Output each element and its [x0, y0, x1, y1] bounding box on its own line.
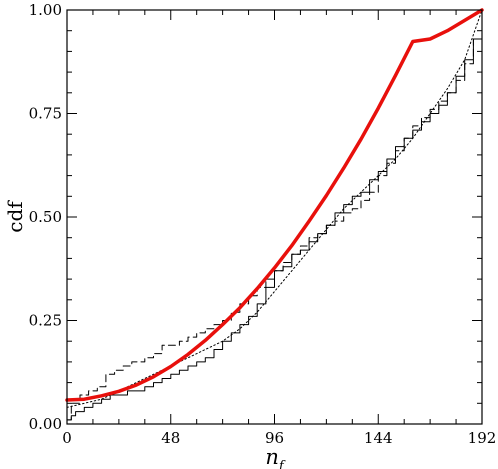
x-axis-label-subscript: f [278, 459, 286, 469]
x-tick-label: 0 [62, 429, 72, 447]
x-tick-label: 192 [468, 429, 497, 447]
y-tick-label: 0.25 [29, 312, 62, 330]
y-tick-label: 0.50 [29, 208, 62, 226]
y-tick-label: 0.75 [29, 105, 62, 123]
series-line-solid [66, 9, 483, 421]
x-tick-label: 96 [265, 429, 284, 447]
y-tick-label: 0.00 [29, 415, 62, 433]
x-axis-label: nf [265, 445, 286, 469]
series-line-dashed [66, 9, 483, 421]
y-tick-label: 1.00 [29, 1, 62, 19]
y-axis-label: cdf [3, 200, 27, 233]
tick-labels-layer: 0 48 96 144 192 0.00 0.25 0.50 0.75 1.00 [29, 1, 497, 447]
series-line-solid-red [65, 8, 484, 402]
x-tick-label: 144 [364, 429, 393, 447]
ticks-layer [66, 9, 483, 425]
plot-frame [66, 9, 483, 425]
series-line-dotted [66, 9, 483, 408]
x-tick-label: 48 [161, 429, 180, 447]
x-axis-label-main: n [265, 445, 279, 469]
series-layer [65, 8, 484, 421]
